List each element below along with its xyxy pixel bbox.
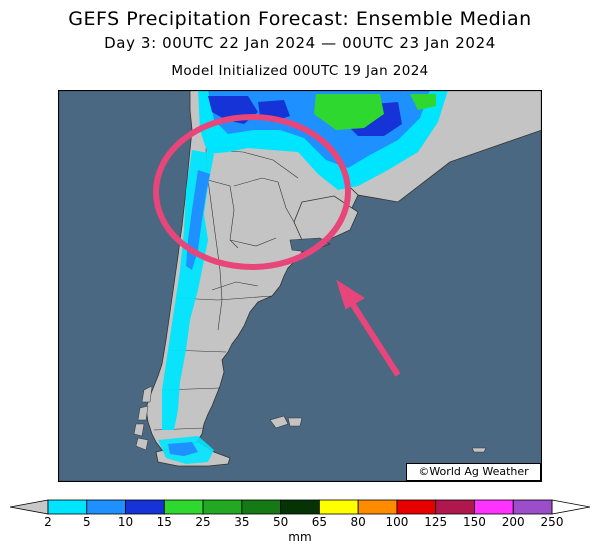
legend-tick-label: 10	[118, 515, 133, 529]
legend-swatch	[163, 499, 204, 515]
legend-tick-label: 250	[541, 515, 564, 529]
legend-tick-label: 15	[157, 515, 172, 529]
legend-swatch	[396, 499, 437, 515]
map-subtitle: Day 3: 00UTC 22 Jan 2024 — 00UTC 23 Jan …	[104, 34, 496, 52]
legend-tick-label: 150	[463, 515, 486, 529]
falkland-islands	[269, 415, 303, 429]
legend-swatch	[318, 499, 359, 515]
legend-tick-label: 200	[502, 515, 525, 529]
copyright-label: ©World Ag Weather	[406, 463, 541, 481]
map-frame	[58, 90, 542, 482]
legend-unit: mm	[288, 530, 311, 544]
precip-andes-west-mid	[186, 170, 210, 270]
legend-swatch	[202, 499, 243, 515]
legend-tick-label: 50	[273, 515, 288, 529]
legend-bar	[9, 499, 591, 515]
legend-swatch	[435, 499, 475, 515]
legend-swatch	[86, 499, 126, 515]
legend-tick-label: 100	[385, 515, 408, 529]
chilean-islands	[133, 385, 153, 451]
highlight-ellipse	[153, 114, 351, 270]
south-georgia-island	[471, 447, 487, 453]
legend-tick-label: 25	[195, 515, 210, 529]
legend-tick-label: 2	[44, 515, 52, 529]
legend-swatch	[280, 499, 320, 515]
precipitation-map	[58, 90, 542, 482]
precip-color-legend: 2 5 10 15 25 35 50 65 80 100 125 150 200 250 mm	[9, 499, 591, 544]
legend-tick-label: 35	[234, 515, 249, 529]
precip-band-north-green	[314, 94, 384, 130]
legend-swatch	[512, 499, 553, 515]
legend-swatch	[357, 499, 398, 515]
map-title: GEFS Precipitation Forecast: Ensemble Me…	[68, 8, 532, 30]
model-initialized-line: Model Initialized 00UTC 19 Jan 2024	[171, 63, 429, 79]
legend-swatch	[125, 499, 165, 515]
legend-labels: 2 5 10 15 25 35 50 65 80 100 125 150 200 250	[44, 515, 563, 529]
legend-swatch	[47, 499, 88, 515]
legend-tick-label: 65	[312, 515, 327, 529]
legend-tick-label: 5	[83, 515, 91, 529]
legend-tick-label: 80	[351, 515, 366, 529]
legend-tick-label: 125	[424, 515, 447, 529]
legend-high-arrow	[551, 499, 591, 515]
uruguay-land	[293, 195, 359, 241]
legend-low-arrow	[9, 499, 49, 515]
legend-swatch	[241, 499, 282, 515]
legend-swatch	[474, 499, 514, 515]
highlight-arrow	[336, 279, 401, 377]
precip-south-tip-mid	[168, 442, 198, 456]
precip-band-north-green-2	[410, 94, 436, 110]
